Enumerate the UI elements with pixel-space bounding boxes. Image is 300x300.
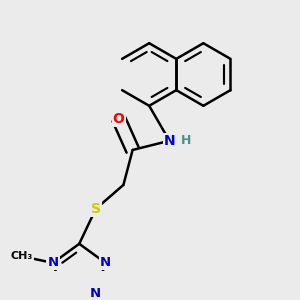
Text: N: N	[90, 287, 101, 300]
Text: O: O	[113, 112, 124, 126]
Text: N: N	[47, 256, 58, 269]
Text: H: H	[181, 134, 191, 147]
Text: CH₃: CH₃	[11, 251, 33, 261]
Text: N: N	[100, 256, 111, 269]
Text: N: N	[164, 134, 175, 148]
Text: S: S	[91, 202, 101, 216]
